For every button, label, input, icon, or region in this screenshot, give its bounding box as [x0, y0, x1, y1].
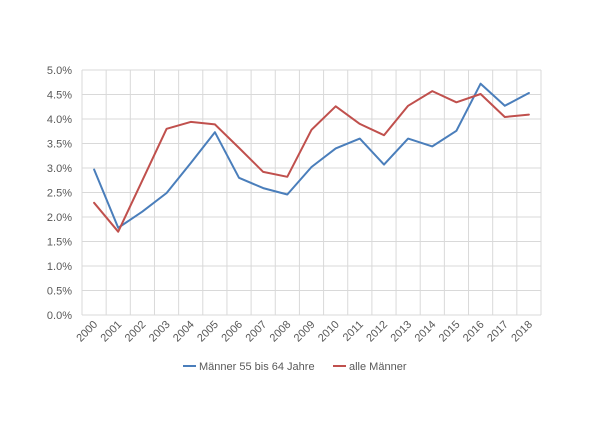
y-tick-label: 4.5%: [47, 90, 72, 102]
legend-label: alle Männer: [349, 361, 407, 373]
x-tick-label: 2009: [292, 319, 318, 345]
x-tick-label: 2016: [461, 319, 487, 345]
x-tick-label: 2001: [99, 319, 125, 345]
y-tick-label: 5.0%: [47, 65, 72, 77]
y-tick-label: 3.5%: [47, 139, 72, 151]
x-tick-label: 2015: [437, 319, 463, 345]
series-line-2: [94, 91, 529, 232]
x-tick-label: 2011: [341, 319, 366, 344]
y-tick-label: 3.0%: [47, 163, 72, 175]
x-tick-label: 2004: [171, 319, 197, 345]
y-tick-label: 4.0%: [47, 114, 72, 126]
x-tick-label: 2018: [509, 319, 535, 345]
y-tick-label: 1.5%: [47, 237, 72, 249]
x-tick-label: 2012: [364, 319, 390, 345]
x-tick-label: 2005: [195, 319, 221, 345]
y-tick-label: 2.0%: [47, 212, 72, 224]
x-tick-label: 2008: [268, 319, 294, 345]
x-tick-label: 2002: [123, 319, 149, 345]
y-axis-ticks: 0.0% 0.5% 1.0% 1.5% 2.0% 2.5% 3.0% 3.5% 4.0% 4.5%…: [47, 65, 72, 322]
x-axis-ticks: 2000200120022003200420052006200720082009…: [74, 319, 535, 345]
x-tick-label: 2007: [244, 319, 270, 345]
x-tick-label: 2006: [219, 319, 245, 345]
series-line-1: [94, 84, 529, 228]
series-lines: [94, 84, 529, 232]
x-tick-label: 2017: [485, 319, 511, 345]
x-tick-label: 2010: [316, 319, 342, 345]
y-tick-label: 0.5%: [47, 286, 72, 298]
y-tick-label: 0.0%: [47, 310, 72, 322]
x-tick-label: 2013: [388, 319, 414, 345]
x-tick-label: 2000: [74, 319, 100, 345]
x-tick-label: 2003: [147, 319, 173, 345]
x-tick-label: 2014: [413, 319, 439, 345]
legend-label: Männer 55 bis 64 Jahre: [199, 361, 315, 373]
gridlines: [82, 70, 541, 315]
y-tick-label: 2.5%: [47, 188, 72, 200]
legend: Männer 55 bis 64 Jahre alle Männer: [183, 361, 407, 373]
y-tick-label: 1.0%: [47, 261, 72, 273]
